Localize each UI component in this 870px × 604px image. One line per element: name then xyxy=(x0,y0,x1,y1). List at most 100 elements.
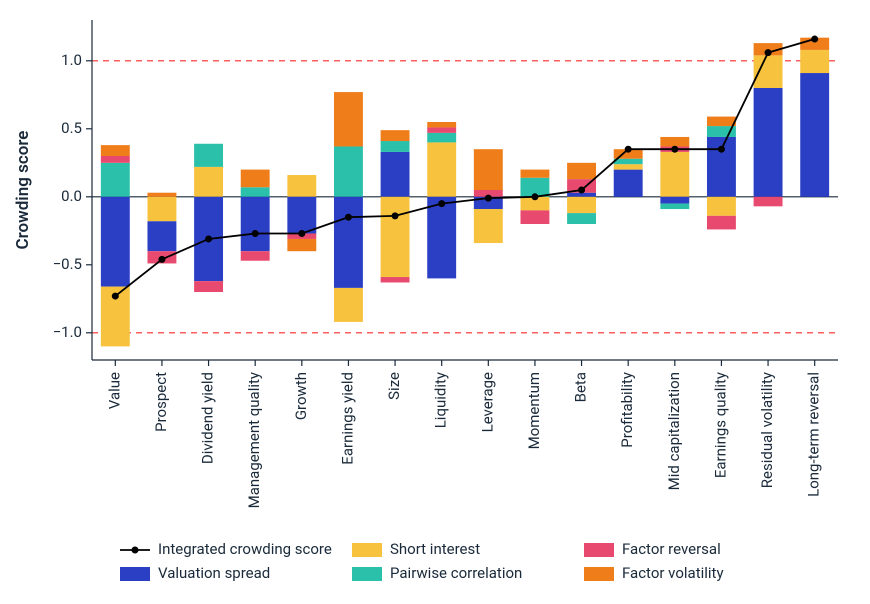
x-tick-label: Long-term reversal xyxy=(805,372,823,497)
bar-segment xyxy=(381,152,410,197)
bar-segment xyxy=(287,197,316,234)
bar-segment xyxy=(334,197,363,288)
bar-segment xyxy=(660,204,689,209)
bar-segment xyxy=(520,170,549,178)
bar-segment xyxy=(427,142,456,196)
bar-segment xyxy=(800,50,829,73)
legend-label: Valuation spread xyxy=(158,564,270,582)
y-tick-label: 0.0 xyxy=(61,187,82,205)
bar-segment xyxy=(614,159,643,164)
bar-segment xyxy=(194,144,223,167)
legend-swatch xyxy=(352,543,382,557)
x-tick-label: Mid capitalization xyxy=(665,372,683,490)
integrated-marker xyxy=(718,146,725,153)
bar-segment xyxy=(101,163,130,197)
bar-segment xyxy=(567,197,596,213)
x-tick-label: Profitability xyxy=(618,372,636,448)
bar-segment xyxy=(520,210,549,224)
bar-segment xyxy=(194,281,223,292)
bar-segment xyxy=(147,221,176,251)
bar-segment xyxy=(427,122,456,127)
x-tick-label: Earnings quality xyxy=(711,372,729,478)
bar-segment xyxy=(101,197,130,287)
bar-segment xyxy=(707,197,736,216)
x-tick-label: Earnings yield xyxy=(338,372,356,465)
integrated-marker xyxy=(112,293,119,300)
x-tick-label: Growth xyxy=(292,372,310,420)
legend-swatch xyxy=(584,567,614,581)
legend-swatch xyxy=(352,567,382,581)
bar-segment xyxy=(147,193,176,197)
bar-segment xyxy=(381,141,410,152)
bar-segment xyxy=(707,216,736,230)
bar-segment xyxy=(614,164,643,169)
bar-segment xyxy=(241,197,270,251)
bar-segment xyxy=(427,197,456,279)
y-tick-label: 0.5 xyxy=(61,119,82,137)
integrated-marker xyxy=(765,49,772,56)
legend-swatch xyxy=(584,543,614,557)
bar-segment xyxy=(241,187,270,197)
bar-segment xyxy=(660,152,689,197)
bar-segment xyxy=(381,197,410,277)
bar-segment xyxy=(567,163,596,179)
y-tick-label: −0.5 xyxy=(53,255,82,273)
bar-segment xyxy=(754,88,783,197)
integrated-marker xyxy=(438,200,445,207)
integrated-marker xyxy=(392,212,399,219)
x-tick-label: Leverage xyxy=(478,372,496,432)
x-tick-label: Residual volatility xyxy=(758,372,776,488)
integrated-marker xyxy=(625,146,632,153)
bar-segment xyxy=(660,197,689,204)
integrated-marker xyxy=(158,256,165,263)
integrated-marker xyxy=(578,187,585,194)
x-tick-label: Prospect xyxy=(152,372,170,432)
bar-segment xyxy=(754,197,783,207)
y-tick-label: −1.0 xyxy=(53,323,82,341)
bar-segment xyxy=(101,156,130,163)
bar-segment xyxy=(567,213,596,224)
x-tick-label: Size xyxy=(385,372,403,400)
y-axis-title: Crowding score xyxy=(13,131,33,250)
bar-segment xyxy=(614,170,643,197)
bar-segment xyxy=(287,239,316,251)
bar-segment xyxy=(241,170,270,188)
integrated-marker xyxy=(345,214,352,221)
x-tick-label: Management quality xyxy=(245,372,263,508)
bar-segment xyxy=(474,209,503,243)
x-tick-label: Value xyxy=(105,372,123,409)
bar-segment xyxy=(707,117,736,127)
x-tick-label: Momentum xyxy=(525,372,543,449)
x-tick-label: Liquidity xyxy=(432,372,450,428)
legend-label: Short interest xyxy=(390,540,480,558)
bar-segment xyxy=(287,175,316,197)
x-tick-label: Beta xyxy=(572,372,590,402)
bar-segment xyxy=(381,277,410,282)
legend-swatch xyxy=(120,567,150,581)
bar-segment xyxy=(101,145,130,156)
bar-segment xyxy=(660,137,689,147)
bar-segment xyxy=(427,127,456,132)
integrated-marker xyxy=(485,195,492,202)
bar-segment xyxy=(474,149,503,190)
bar-segment xyxy=(194,167,223,197)
bar-segment xyxy=(334,288,363,322)
bar-segment xyxy=(334,146,363,196)
bar-segment xyxy=(147,197,176,221)
legend-label: Factor volatility xyxy=(622,564,724,582)
crowding-score-chart: −1.0 −0.5 0.0 0.5 1.0 Crowding score Value Pros… xyxy=(0,0,870,604)
bar-segment xyxy=(334,92,363,146)
bar-segment xyxy=(381,130,410,141)
integrated-marker xyxy=(205,235,212,242)
integrated-marker xyxy=(671,146,678,153)
y-tick-label: 1.0 xyxy=(61,51,82,69)
integrated-marker xyxy=(811,36,818,43)
legend-label: Factor reversal xyxy=(622,540,721,558)
x-tick-label: Dividend yield xyxy=(199,372,217,464)
legend-label: Integrated crowding score xyxy=(158,540,332,558)
bar-segment xyxy=(241,251,270,261)
integrated-marker xyxy=(252,230,259,237)
integrated-marker xyxy=(531,193,538,200)
legend-label: Pairwise correlation xyxy=(390,564,522,582)
bar-segment xyxy=(427,133,456,143)
